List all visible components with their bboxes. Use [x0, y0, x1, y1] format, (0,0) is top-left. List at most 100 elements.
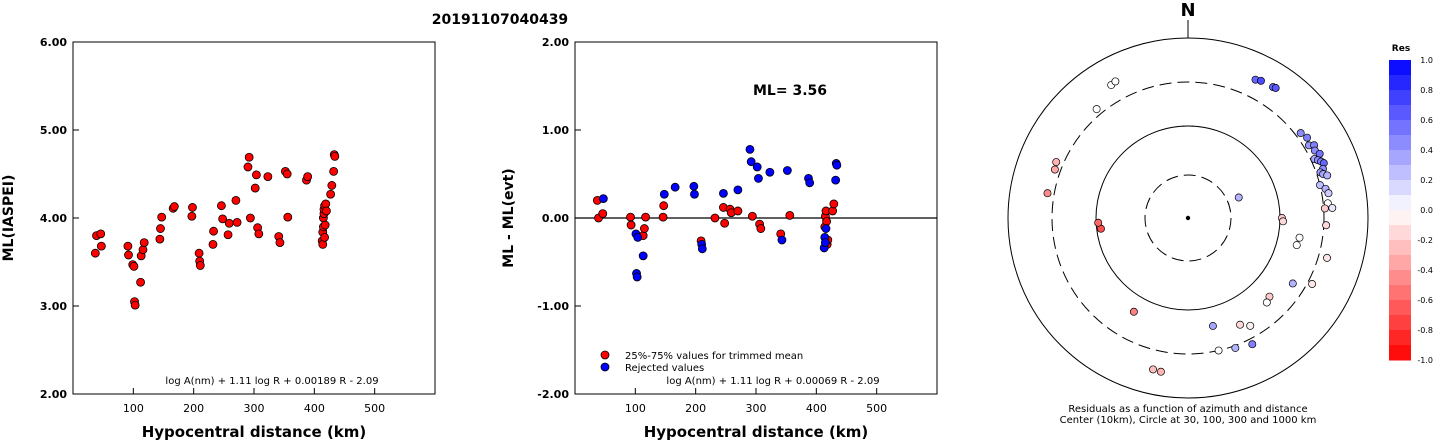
residual-chart-points [592, 144, 842, 282]
residual-chart-point-s0 [626, 220, 636, 230]
ml-chart-point-s0 [243, 162, 253, 172]
colorbar-swatch [1389, 240, 1411, 256]
colorbar-title: Res [1392, 44, 1410, 54]
range-ring-300km [1051, 81, 1325, 355]
colorbar-swatch [1389, 345, 1411, 361]
station-marker [1043, 189, 1052, 198]
legend-marker-trimmed [600, 350, 610, 360]
ml-chart-ytick-label: 3.00 [40, 300, 67, 313]
ml-chart-point-s0 [320, 220, 330, 230]
station-marker [1262, 298, 1271, 307]
figure-title: 20191107040439 [432, 12, 568, 28]
ml-chart-point-s0 [326, 189, 336, 199]
ml-chart-point-s0 [157, 212, 167, 222]
ml-chart-point-s0 [232, 217, 242, 227]
residual-chart-point-s1 [821, 224, 831, 233]
colorbar-tick-label: 0.0 [1420, 206, 1433, 215]
residual-chart-point-s0 [641, 212, 650, 222]
ml-chart-point-s0 [224, 218, 234, 228]
residual-chart-point-s0 [785, 210, 795, 220]
residual-chart-point-s0 [733, 206, 743, 216]
ml-chart-point-s0 [209, 226, 218, 236]
ml-chart-point-s0 [138, 245, 148, 255]
ml-chart-point-s0 [123, 241, 133, 251]
colorbar-tick-label: -0.6 [1417, 296, 1433, 305]
colorbar-tick-label: 0.6 [1420, 116, 1433, 125]
station-marker [1257, 76, 1265, 85]
residual-chart-xlabel: Hypocentral distance (km) [644, 423, 869, 441]
ml-chart-point-s0 [188, 203, 197, 212]
ml-chart-point-s0 [187, 211, 197, 221]
colorbar-swatch [1389, 165, 1411, 181]
station-marker [1208, 322, 1217, 330]
colorbar-swatch [1389, 315, 1411, 331]
station-marker [1288, 279, 1297, 288]
ml-chart-point-s0 [96, 229, 106, 239]
ml-chart-ytick-label: 5.00 [40, 124, 67, 137]
colorbar-tick-label: 1.0 [1420, 56, 1433, 65]
range-ring-1000km [1007, 37, 1369, 399]
residual-chart-xtick-label: 300 [746, 402, 767, 415]
residual-chart-point-s1 [754, 173, 763, 183]
ml-chart-point-s0 [252, 170, 261, 180]
residual-chart-point-s1 [670, 182, 680, 192]
station-marker [1094, 218, 1103, 227]
station-marker [1149, 365, 1157, 374]
ml-chart-point-s0 [223, 230, 233, 240]
station-marker [1322, 221, 1331, 230]
colorbar-tick-label: 0.4 [1420, 146, 1433, 155]
colorbar-tick-labels: 1.0 0.8 0.6 0.4 0.2 0.0 -0.2 -0.4 -0.6 -0.8 -1.0 [1417, 56, 1433, 365]
azimuth-plot: N Residuals as a function of azimuth and… [1007, 0, 1369, 426]
station-marker [1323, 171, 1332, 180]
station-marker [1234, 193, 1243, 202]
ml-chart-point-s0 [329, 166, 339, 176]
colorbar-swatch [1389, 150, 1411, 166]
ml-chart-point-s0 [263, 172, 273, 182]
residual-chart-point-s1 [733, 185, 743, 195]
ml-chart-xtick-label: 300 [244, 402, 265, 415]
residual-chart-point-s1 [805, 178, 815, 188]
ml-chart-ytick-label: 2.00 [40, 388, 67, 401]
station-marker [1271, 84, 1280, 92]
ml-chart-point-s0 [231, 195, 241, 205]
station-marker [1308, 280, 1317, 288]
ml-chart-point-s0 [303, 172, 313, 182]
residual-chart-point-s1 [782, 166, 792, 175]
residual-chart-point-s0 [658, 212, 668, 222]
residual-chart-point-s0 [747, 211, 757, 221]
ml-chart-xtick-label: 400 [304, 402, 325, 415]
ml-chart-point-s0 [136, 277, 145, 287]
residual-chart-point-s1 [831, 175, 841, 185]
ml-chart-point-s0 [330, 151, 340, 161]
north-label: N [1180, 0, 1195, 21]
residual-chart-point-s0 [720, 218, 730, 228]
colorbar-swatch [1389, 285, 1411, 301]
residual-chart-point-s0 [756, 224, 766, 233]
station-marker [1295, 233, 1304, 242]
ml-chart-point-s0 [283, 212, 293, 222]
residual-chart-point-s1 [598, 194, 608, 204]
ml-chart-point-s0 [129, 261, 139, 271]
azimuth-caption-line2: Center (10km), Circle at 30, 100, 300 an… [1060, 415, 1317, 426]
ml-chart-point-s0 [124, 250, 133, 260]
station-marker [1231, 344, 1240, 352]
colorbar-tick-label: -0.2 [1417, 236, 1433, 245]
ml-chart-point-s0 [130, 300, 140, 310]
ml-chart-point-s0 [320, 232, 329, 242]
residual-chart-point-s1 [632, 272, 642, 282]
ml-chart-point-s0 [90, 248, 100, 258]
residual-chart-axes: 100 200 300 400 500 -2.00 -1.00 0.00 1.00 2.00 [537, 36, 887, 415]
colorbar-swatch [1389, 210, 1411, 226]
station-marker [1248, 340, 1257, 349]
station-marker [1323, 253, 1331, 262]
residual-chart-point-s1 [745, 144, 755, 154]
colorbar-swatch [1389, 120, 1411, 136]
ml-chart-axes: 100 200 300 400 500 2.00 3.00 4.00 5.00 6.00 [40, 36, 385, 415]
residual-chart-point-s1 [752, 162, 762, 172]
station-marker [1296, 129, 1305, 138]
ml-chart-point-s0 [194, 248, 204, 258]
ml-chart-point-s0 [218, 214, 228, 224]
residual-chart-ytick-label: -1.00 [537, 300, 569, 313]
ml-chart-point-s0 [208, 239, 218, 249]
ml-chart-formula: log A(nm) + 1.11 log R + 0.00189 R - 2.0… [165, 376, 378, 387]
